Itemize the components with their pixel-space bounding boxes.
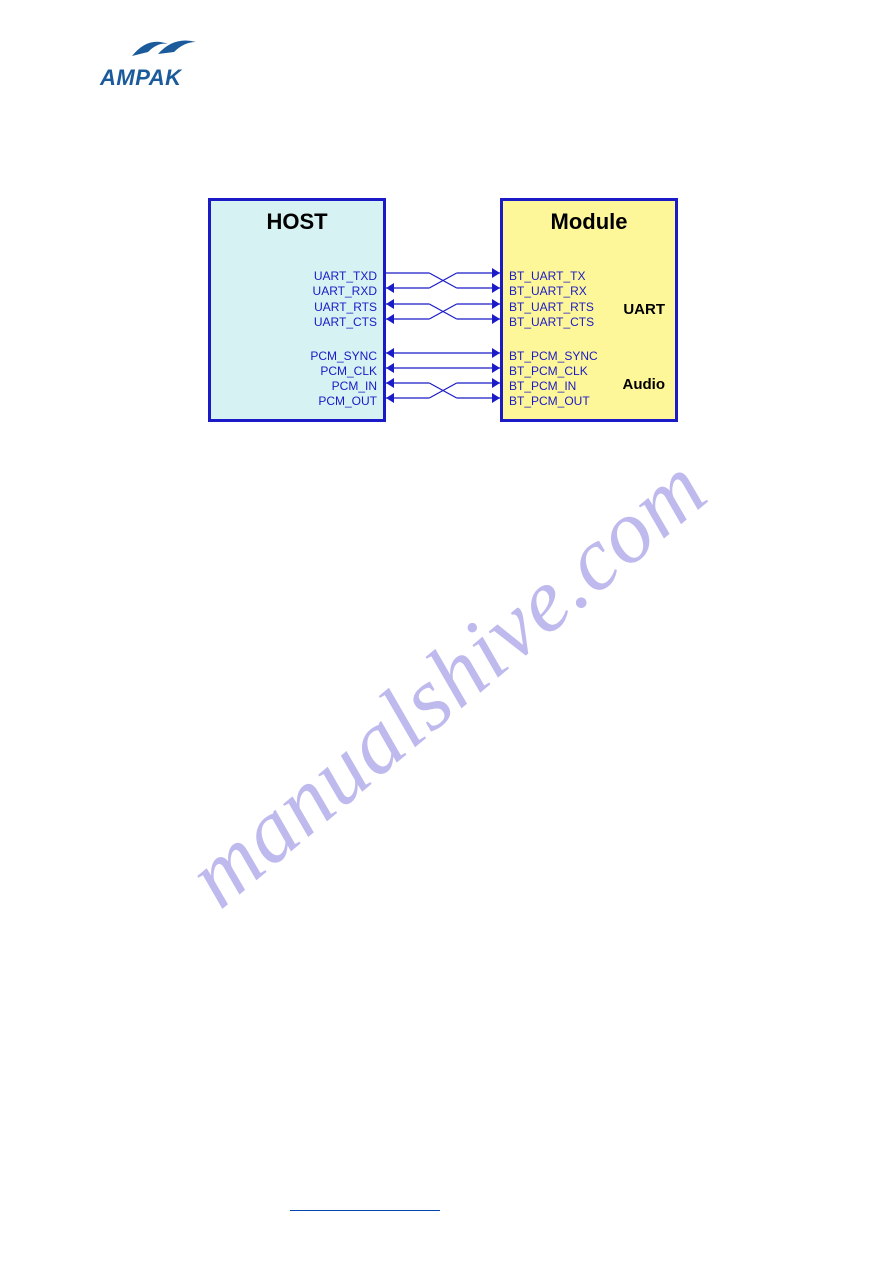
host-module-diagram: HOST UART_TXDUART_RXDUART_RTSUART_CTSPCM… (208, 198, 678, 428)
watermark-text: manualshive.com (167, 436, 725, 928)
page-url-underline (290, 1210, 440, 1212)
wire-connections (208, 198, 678, 428)
logo-swoosh-icon (130, 34, 200, 64)
company-logo: AMPAK (100, 36, 210, 91)
logo-text: AMPAK (100, 65, 182, 91)
